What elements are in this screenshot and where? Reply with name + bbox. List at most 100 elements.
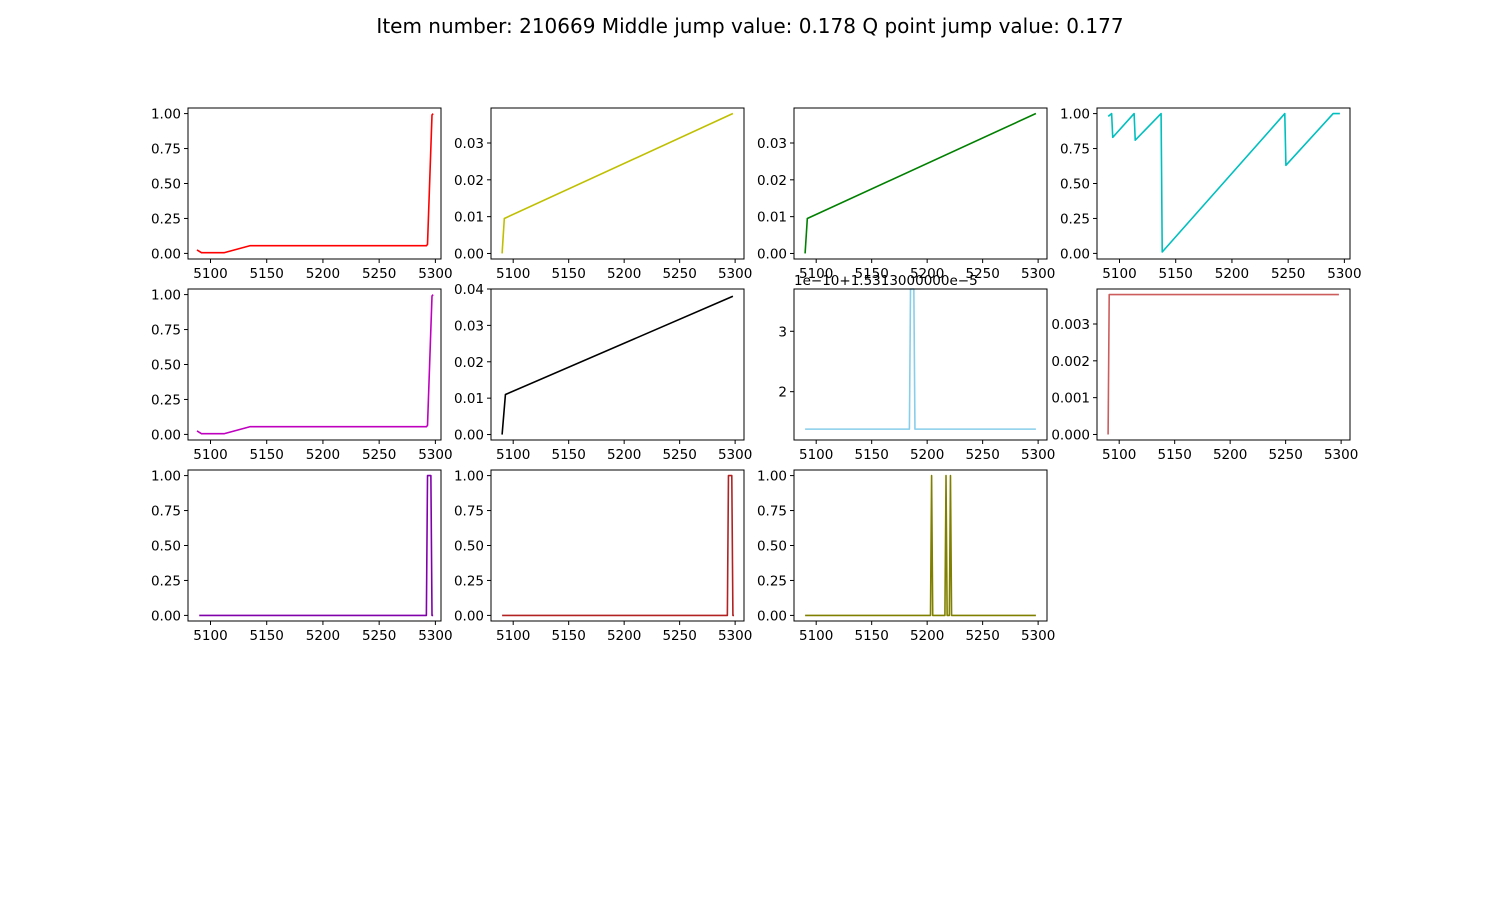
y-tick-label: 0.01 bbox=[454, 391, 484, 407]
y-tick-label: 0.75 bbox=[1060, 142, 1090, 158]
x-tick-label: 5200 bbox=[607, 447, 641, 463]
x-tick-label: 5200 bbox=[306, 447, 340, 463]
axes-frame bbox=[1096, 288, 1351, 441]
x-tick-label: 5100 bbox=[799, 628, 833, 644]
x-tick-label: 5250 bbox=[362, 628, 396, 644]
x-tick-label: 5250 bbox=[362, 266, 396, 282]
y-tick-label: 0.75 bbox=[151, 504, 181, 520]
axes-frame bbox=[187, 107, 442, 260]
y-tick-label: 0.03 bbox=[454, 136, 484, 152]
subplot-3: 5100 5150 5200 5250 5300 0.00 0.01 0.02 0.03 bbox=[757, 107, 1055, 282]
y-tick-label: 0.75 bbox=[151, 323, 181, 339]
y-tick-label: 1.00 bbox=[151, 469, 181, 485]
y-tick-label: 0.50 bbox=[151, 539, 181, 555]
y-tick-label: 0.00 bbox=[757, 246, 787, 262]
x-tick-label: 5150 bbox=[854, 447, 888, 463]
x-tick-label: 5250 bbox=[965, 266, 999, 282]
y-tick-label: 0.02 bbox=[454, 355, 484, 371]
subplot-11: 5100 5150 5200 5250 5300 0.00 0.25 0.50 0.75 1.00 bbox=[757, 469, 1055, 644]
x-tick-label: 5300 bbox=[418, 447, 452, 463]
series-line-1 bbox=[1107, 112, 1340, 253]
x-tick-label: 5300 bbox=[1324, 447, 1358, 463]
series-line-1 bbox=[1107, 293, 1339, 435]
y-offset-label: 1e−10+1.5313000000e−5 bbox=[794, 273, 978, 289]
y-tick-label: 0.01 bbox=[757, 210, 787, 226]
x-tick-label: 5100 bbox=[496, 628, 530, 644]
y-tick-label: 0.02 bbox=[454, 173, 484, 189]
axes-frame bbox=[187, 469, 442, 622]
subplot-1: 5100 5150 5200 5250 5300 0.00 0.25 0.50 0.75 1.00 bbox=[151, 107, 453, 282]
y-tick-label: 0.50 bbox=[1060, 177, 1090, 193]
x-tick-label: 5200 bbox=[306, 266, 340, 282]
x-tick-label: 5250 bbox=[965, 447, 999, 463]
figure-title: Item number: 210669 Middle jump value: 0… bbox=[376, 14, 1124, 38]
x-tick-label: 5150 bbox=[250, 628, 284, 644]
x-tick-label: 5300 bbox=[418, 266, 452, 282]
subplot-9: 5100 5150 5200 5250 5300 0.00 0.25 0.50 0.75 1.00 bbox=[151, 469, 453, 644]
y-tick-label: 0.25 bbox=[454, 573, 484, 589]
subplot-4: 5100 5150 5200 5250 5300 0.00 0.25 0.50 0.75 1.00 bbox=[1060, 107, 1362, 282]
x-tick-label: 5200 bbox=[910, 266, 944, 282]
axes-frame bbox=[793, 469, 1048, 622]
x-tick-label: 5300 bbox=[718, 447, 752, 463]
y-tick-label: 0.00 bbox=[1060, 246, 1090, 262]
x-tick-label: 5200 bbox=[1215, 266, 1249, 282]
axes-frame bbox=[187, 288, 442, 441]
y-tick-label: 1.00 bbox=[1060, 107, 1090, 123]
x-tick-label: 5150 bbox=[551, 266, 585, 282]
subplot-7: 5100 5150 5200 5250 5300 2 3 1e−10+1.5313000000… bbox=[778, 273, 1055, 463]
y-tick-label: 0.00 bbox=[454, 608, 484, 624]
x-tick-label: 5200 bbox=[607, 628, 641, 644]
y-tick-label: 0.75 bbox=[757, 504, 787, 520]
y-tick-label: 1.00 bbox=[151, 288, 181, 304]
x-tick-label: 5200 bbox=[910, 447, 944, 463]
y-tick-label: 2 bbox=[778, 385, 787, 401]
x-tick-label: 5200 bbox=[910, 628, 944, 644]
x-tick-label: 5100 bbox=[1102, 266, 1136, 282]
series-line-1 bbox=[196, 113, 434, 254]
x-tick-label: 5300 bbox=[718, 266, 752, 282]
y-tick-label: 0.00 bbox=[151, 608, 181, 624]
series-line-1 bbox=[199, 474, 434, 617]
series-line-1 bbox=[196, 294, 434, 435]
y-tick-label: 0.00 bbox=[757, 608, 787, 624]
x-tick-label: 5100 bbox=[496, 266, 530, 282]
axes-frame bbox=[490, 469, 745, 622]
y-tick-label: 3 bbox=[778, 324, 787, 340]
axes-frame bbox=[793, 288, 1048, 441]
series-line-1 bbox=[502, 474, 735, 617]
series-line-1 bbox=[805, 474, 1036, 617]
series-line-1 bbox=[501, 112, 734, 254]
x-tick-label: 5100 bbox=[496, 447, 530, 463]
x-tick-label: 5250 bbox=[662, 628, 696, 644]
series-line-1 bbox=[804, 112, 1037, 254]
axes-frame bbox=[490, 288, 745, 441]
x-tick-label: 5150 bbox=[1157, 447, 1191, 463]
x-tick-label: 5100 bbox=[799, 447, 833, 463]
y-tick-label: 0.03 bbox=[454, 318, 484, 334]
subplot-8: 5100 5150 5200 5250 5300 0.000 0.001 0.002 0.003 bbox=[1051, 288, 1358, 463]
subplot-5: 5100 5150 5200 5250 5300 0.00 0.25 0.50 0.75 1.00 bbox=[151, 288, 453, 463]
series-line-1 bbox=[805, 288, 1036, 430]
y-tick-label: 1.00 bbox=[757, 469, 787, 485]
x-tick-label: 5300 bbox=[1021, 628, 1055, 644]
y-tick-label: 0.00 bbox=[151, 427, 181, 443]
y-tick-label: 0.003 bbox=[1051, 317, 1090, 333]
x-tick-label: 5200 bbox=[306, 628, 340, 644]
y-tick-label: 0.00 bbox=[454, 246, 484, 262]
subplot-2: 5100 5150 5200 5250 5300 0.00 0.01 0.02 0.03 bbox=[454, 107, 752, 282]
y-tick-label: 0.25 bbox=[151, 573, 181, 589]
y-tick-label: 0.75 bbox=[454, 504, 484, 520]
y-tick-label: 0.000 bbox=[1051, 427, 1090, 443]
x-tick-label: 5300 bbox=[1327, 266, 1361, 282]
y-tick-label: 0.00 bbox=[454, 428, 484, 444]
y-tick-label: 0.75 bbox=[151, 142, 181, 158]
x-tick-label: 5150 bbox=[551, 628, 585, 644]
series-line-1 bbox=[501, 295, 734, 435]
x-tick-label: 5300 bbox=[1021, 266, 1055, 282]
y-tick-label: 0.00 bbox=[151, 246, 181, 262]
y-tick-label: 0.04 bbox=[454, 282, 484, 298]
y-tick-label: 1.00 bbox=[151, 107, 181, 123]
x-tick-label: 5300 bbox=[1021, 447, 1055, 463]
